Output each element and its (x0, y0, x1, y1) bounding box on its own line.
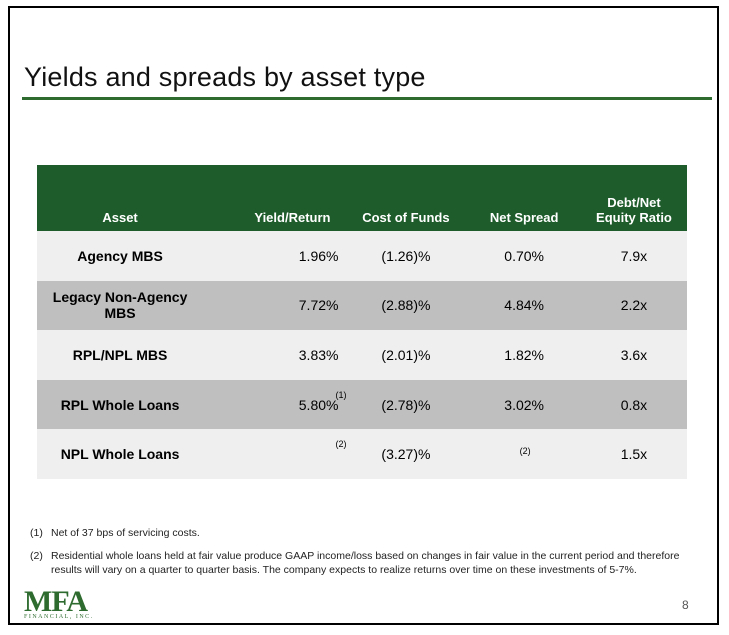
yields-table: Asset Yield/Return Cost of Funds Net Spr… (37, 165, 687, 479)
cell-asset: RPL Whole Loans (37, 379, 204, 430)
cell-yield: 7.72% (203, 280, 345, 331)
cell-asset: RPL/NPL MBS (37, 330, 204, 380)
cell-ratio: 2.2x (580, 280, 687, 331)
cell-spread: (2) (467, 429, 581, 479)
footnote-number: (1) (30, 527, 43, 539)
table-header-row: Asset Yield/Return Cost of Funds Net Spr… (37, 165, 687, 231)
footnotes: (1) Net of 37 bps of servicing costs. (2… (30, 526, 698, 586)
footnote-marker: (2) (335, 439, 347, 450)
header-ratio-line1: Debt/Net (607, 195, 661, 210)
cell-yield: 3.83% (203, 330, 345, 380)
yield-value: 7.72% (298, 297, 339, 314)
footnote-marker: (2) (519, 445, 531, 456)
cell-ratio: 7.9x (580, 231, 687, 281)
footnote-marker: (1) (335, 389, 347, 400)
cell-asset: Legacy Non-Agency MBS (37, 280, 204, 331)
header-yield: Yield/Return (203, 165, 345, 231)
logo-mark: MFA (24, 585, 88, 618)
cell-cost: (2.01)% (344, 330, 468, 380)
cell-ratio: 0.8x (580, 379, 687, 430)
cell-yield: 5.80% (1) (203, 379, 347, 430)
cell-yield: 1.96% (203, 231, 345, 281)
table-row: Legacy Non-Agency MBS 7.72% (2.88)% 4.84… (37, 280, 687, 331)
table-row: NPL Whole Loans (2) (3.27)% (2) 1.5x (37, 429, 687, 479)
yield-value: 5.80% (298, 396, 339, 413)
cell-ratio: 1.5x (580, 429, 687, 479)
footnote: (1) Net of 37 bps of servicing costs. (30, 526, 698, 540)
footnote: (2) Residential whole loans held at fair… (30, 549, 698, 577)
cell-cost: (2.88)% (344, 280, 468, 331)
cell-ratio: 3.6x (580, 330, 687, 380)
slide-frame (8, 6, 719, 625)
table-row: RPL/NPL MBS 3.83% (2.01)% 1.82% 3.6x (37, 330, 687, 380)
page-number: 8 (682, 598, 689, 612)
header-debt-equity-ratio: Debt/Net Equity Ratio (580, 165, 687, 231)
cell-asset: NPL Whole Loans (37, 429, 204, 479)
footnote-text: Residential whole loans held at fair val… (51, 550, 680, 576)
cell-spread: 1.82% (467, 330, 581, 380)
header-net-spread: Net Spread (467, 165, 581, 231)
yield-value: 3.83% (298, 346, 339, 363)
cell-spread: 0.70% (467, 231, 581, 281)
mfa-logo: MFA FINANCIAL, INC. (24, 585, 102, 621)
header-cost-of-funds: Cost of Funds (344, 165, 468, 231)
cell-spread: 4.84% (467, 280, 581, 331)
table-row: RPL Whole Loans 5.80% (1) (2.78)% 3.02% 0… (37, 379, 687, 430)
cell-asset: Agency MBS (37, 231, 204, 281)
footnote-text: Net of 37 bps of servicing costs. (51, 527, 200, 539)
header-asset: Asset (37, 165, 204, 231)
slide-title: Yields and spreads by asset type (24, 62, 426, 92)
cell-spread: 3.02% (467, 379, 581, 430)
cell-cost: (3.27)% (344, 429, 468, 479)
table-row: Agency MBS 1.96% (1.26)% 0.70% 7.9x (37, 231, 687, 281)
footnote-number: (2) (30, 550, 43, 562)
title-underline (22, 97, 712, 100)
logo-subtitle: FINANCIAL, INC. (24, 614, 94, 620)
cell-yield: (2) (203, 429, 347, 479)
header-ratio-line2: Equity Ratio (596, 210, 672, 225)
yield-value: 1.96% (298, 247, 339, 264)
cell-cost: (1.26)% (344, 231, 468, 281)
cell-cost: (2.78)% (344, 379, 468, 430)
